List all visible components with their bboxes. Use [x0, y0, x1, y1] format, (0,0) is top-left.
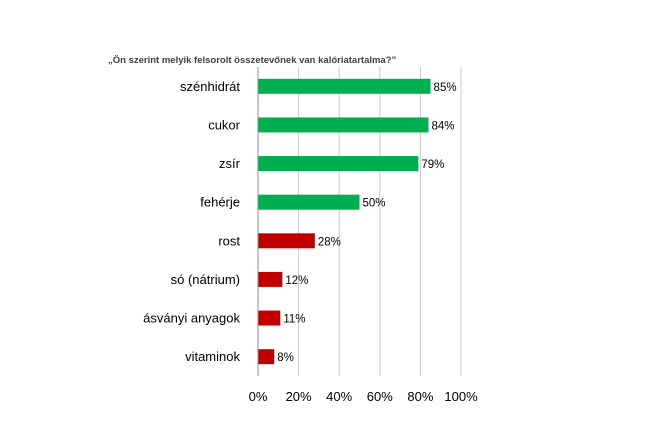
bar-1 [258, 78, 431, 94]
value-label: 12% [285, 275, 308, 287]
bar-2 [258, 117, 429, 133]
x-tick-label: 40% [326, 389, 352, 404]
category-label: só (nátrium) [171, 272, 240, 287]
value-label: 11% [283, 314, 305, 326]
value-label: 50% [363, 198, 386, 210]
x-tick-label: 100% [444, 389, 478, 404]
gridlines [298, 67, 462, 376]
value-label: 28% [318, 236, 341, 248]
bar-7 [258, 310, 281, 326]
category-label: rost [218, 233, 240, 248]
x-tick-label: 0% [249, 389, 268, 404]
x-tick-label: 80% [407, 389, 433, 404]
category-label: vitaminok [185, 349, 240, 364]
category-labels: szénhidrát cukor zsír fehérje rost só (nátriu… [143, 79, 241, 364]
bar-3 [258, 156, 419, 172]
x-tick-label: 20% [286, 389, 312, 404]
category-label: szénhidrát [180, 79, 240, 94]
value-label: 79% [421, 159, 444, 171]
value-label: 84% [432, 120, 455, 132]
category-label: cukor [208, 117, 240, 132]
x-axis-tick-labels: 0% 20% 40% 60% 80% 100% [249, 389, 478, 404]
category-label: ásványi anyagok [143, 311, 240, 326]
x-tick-label: 60% [367, 389, 393, 404]
category-label: zsír [219, 156, 241, 171]
value-label: 85% [434, 82, 457, 94]
value-label: 8% [277, 352, 294, 364]
bar-6 [258, 271, 283, 287]
chart-title: „Ön szerint melyik felsorolt összetevőne… [108, 55, 397, 66]
category-label: fehérje [200, 195, 240, 210]
bar-5 [258, 233, 315, 249]
value-labels: 85% 84% 79% 50% 28% 12% 11% 8% [277, 82, 456, 364]
bar-8 [258, 349, 275, 365]
bars [258, 78, 431, 365]
bar-4 [258, 194, 360, 210]
